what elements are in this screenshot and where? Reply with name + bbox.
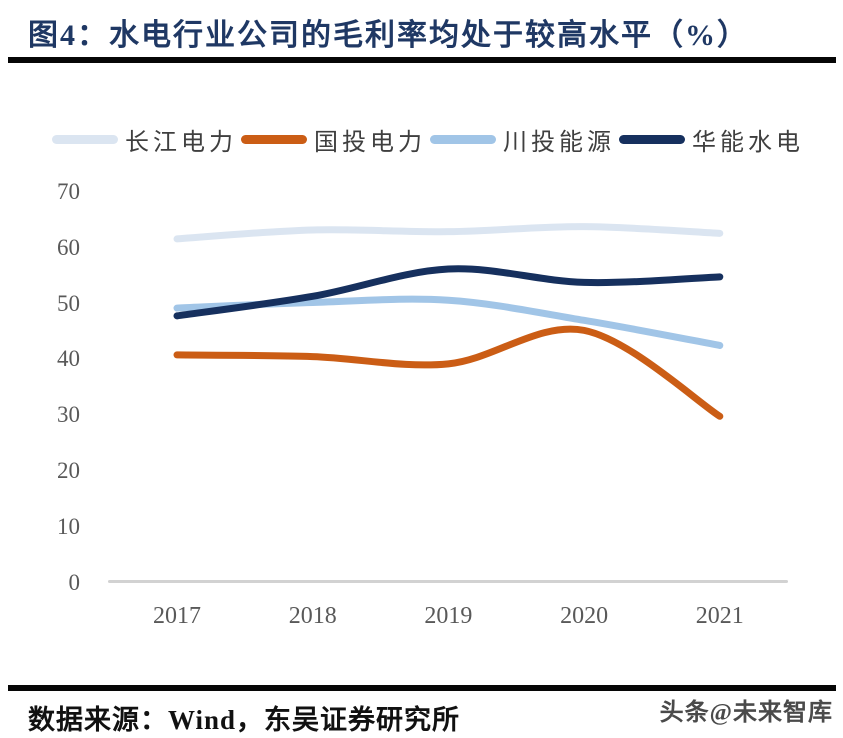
y-axis-tick-label: 0	[68, 569, 81, 595]
legend-item-huaneng: 华能水电	[619, 122, 804, 157]
x-axis-tick-label: 2019	[424, 603, 473, 629]
y-axis-tick-label: 30	[57, 402, 80, 428]
page-title: 图4：水电行业公司的毛利率均处于较高水平（%）	[28, 19, 749, 52]
series-line-长江电力	[173, 223, 724, 243]
series-line-川投能源	[173, 295, 724, 349]
legend-label: 长江电力	[125, 129, 237, 156]
legend-swatch-guotou	[241, 134, 307, 144]
legend-swatch-huaneng	[619, 134, 685, 144]
legend-label: 华能水电	[692, 129, 804, 156]
legend-label: 国投电力	[314, 129, 426, 156]
y-axis-tick-label: 60	[57, 234, 80, 260]
y-axis-tick-label: 10	[57, 513, 80, 539]
y-axis-tick-label: 40	[57, 346, 80, 372]
y-axis-tick-label: 70	[57, 179, 80, 205]
x-axis-line	[108, 580, 788, 583]
x-axis-tick-label: 2017	[153, 603, 201, 629]
legend-item-changjiang: 长江电力	[52, 122, 237, 157]
legend-swatch-changjiang	[52, 134, 118, 144]
series-line-国投电力	[173, 325, 724, 420]
legend-item-guotou: 国投电力	[241, 122, 426, 157]
x-axis-tick-label: 2018	[288, 603, 337, 629]
footer-divider	[8, 685, 836, 691]
series-line-华能水电	[173, 265, 724, 320]
y-axis-tick-label: 20	[57, 457, 80, 483]
data-source: 数据来源：Wind，东吴证券研究所	[28, 705, 461, 735]
legend-item-chuantou: 川投能源	[430, 122, 615, 157]
title-divider	[8, 57, 836, 63]
legend-label: 川投能源	[503, 129, 615, 156]
x-axis-tick-label: 2021	[695, 603, 744, 629]
chart-legend: 长江电力 国投电力 川投能源 华能水电	[52, 122, 822, 156]
x-axis-tick-label: 2020	[560, 603, 609, 629]
watermark: 头条@未来智库	[659, 700, 833, 726]
y-axis-tick-label: 50	[57, 290, 80, 316]
legend-swatch-chuantou	[430, 134, 496, 144]
